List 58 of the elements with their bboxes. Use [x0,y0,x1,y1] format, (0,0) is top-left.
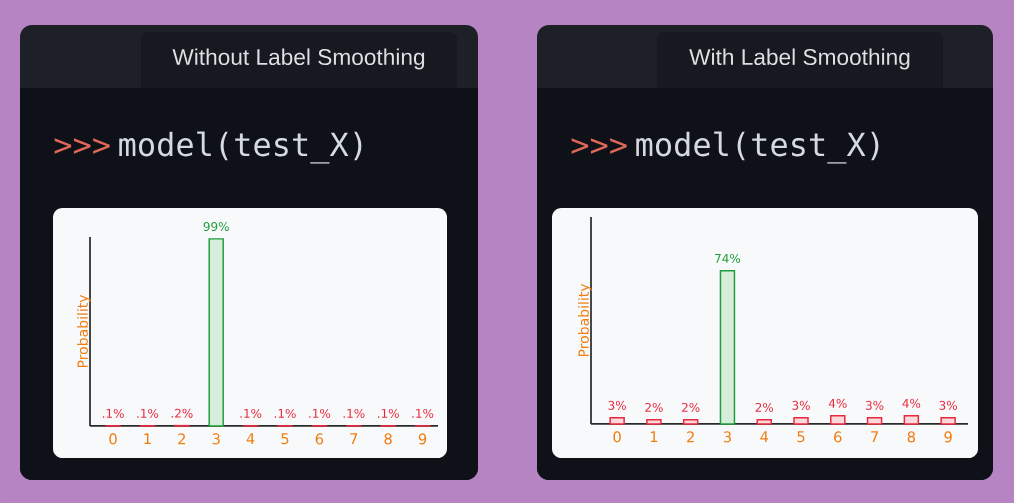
x-tick-label: 8 [907,431,916,443]
x-tick-label: 2 [687,431,694,443]
data-label: 4% [828,398,847,408]
data-label: 2% [682,402,700,412]
x-tick-label: 3 [723,431,731,443]
x-tick-label: 5 [797,431,805,443]
bar [719,270,736,425]
bar [646,419,662,425]
x-tick-label: 4 [246,433,255,445]
bar [830,414,846,425]
bar [682,419,699,425]
data-label: .1% [412,408,434,418]
x-tick-label: 0 [109,433,117,445]
data-label: 99% [203,221,229,232]
bar [793,417,809,425]
data-label: .1% [102,408,124,418]
bar [866,417,883,425]
x-tick-label: 6 [315,433,324,445]
data-label: 3% [608,400,626,410]
data-label: .2% [171,408,193,418]
data-label: .1% [378,408,399,418]
data-label: .1% [343,408,365,418]
data-label: 4% [902,398,921,408]
x-tick-label: 4 [760,431,769,443]
bar [940,417,956,425]
x-tick-label: 2 [178,433,186,445]
x-tick-label: 9 [418,433,427,445]
bar [756,419,772,425]
x-tick-label: 6 [834,431,842,443]
text: >>> [571,138,627,154]
x-tick-label: 7 [350,433,358,445]
data-label: .1% [137,408,159,418]
y-axis-title: Probability [77,294,91,368]
data-label: .1% [240,408,262,418]
data-label: 3% [792,400,810,410]
x-tick-label: 1 [144,433,151,445]
x-tick-label: 5 [281,433,289,445]
data-label: .1% [274,408,296,418]
chart-title: With Label Smoothing [689,48,910,70]
text: model(test_X) [636,131,879,164]
text: >>> [54,138,110,154]
text: model(test_X) [119,131,362,164]
x-tick-label: 3 [212,433,220,445]
data-label: .1% [309,408,331,418]
x-tick-label: 0 [613,431,621,443]
bar [903,414,920,425]
data-label: 3% [865,400,884,410]
bar [609,417,625,425]
data-label: 2% [645,402,663,412]
data-label: 74% [715,253,741,263]
data-label: 3% [939,400,957,410]
x-tick-label: 8 [384,433,392,445]
y-axis-title: Probability [578,283,592,357]
x-tick-label: 1 [650,431,658,443]
x-tick-label: 7 [871,431,878,443]
chart-title: Without Label Smoothing [172,48,425,70]
data-label: 2% [755,402,774,412]
x-tick-label: 9 [944,431,952,443]
